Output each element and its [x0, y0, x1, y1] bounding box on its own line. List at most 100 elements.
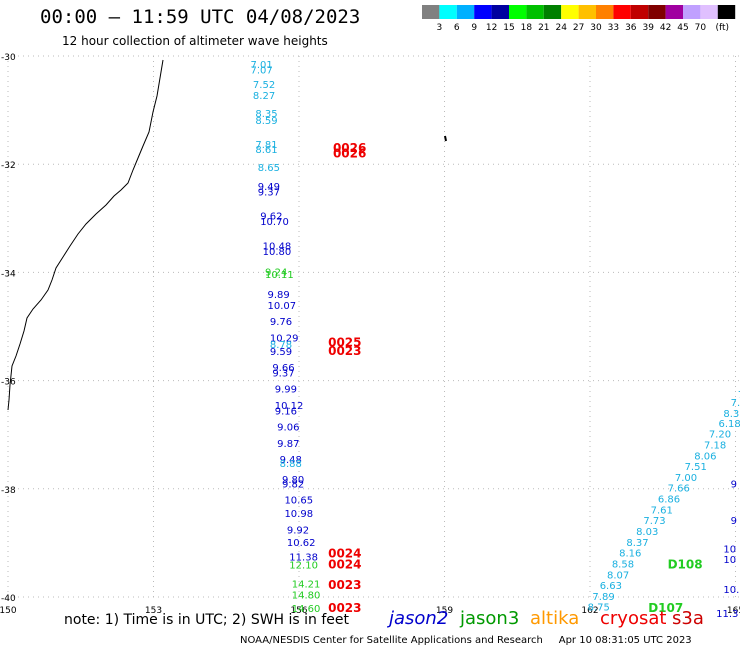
wave-height-label: 6.86 [658, 495, 680, 506]
color-scale-label: 21 [538, 23, 549, 33]
wave-height-label: 9.76 [270, 317, 292, 328]
longitude-label: 150 [0, 606, 17, 616]
color-swatch [717, 5, 736, 19]
wave-height-label: 7.51 [685, 462, 707, 473]
wave-height-label: 7.52 [253, 80, 275, 91]
color-scale-label: 27 [573, 23, 584, 33]
color-swatch [561, 5, 579, 19]
wave-height-label: 7. [738, 390, 740, 401]
wave-height-label: 10.11 [265, 270, 294, 281]
wave-height-label: 8.03 [636, 527, 658, 538]
wave-height-label: 9.80 [282, 475, 304, 486]
color-swatch [526, 5, 544, 19]
wave-height-label: 6.63 [600, 581, 622, 592]
page-subtitle: 12 hour collection of altimeter wave hei… [62, 34, 328, 48]
wave-height-label: 7.20 [709, 430, 731, 441]
color-swatch [543, 5, 562, 19]
latitude-label: -30 [1, 53, 16, 63]
wave-height-label: 8.88 [280, 459, 302, 470]
wave-height-label: 9.62 [260, 212, 282, 223]
wave-height-label: 11.38 [289, 552, 318, 563]
longitude-label: 156 [290, 606, 307, 616]
wave-height-label: 9.37 [258, 187, 280, 198]
longitude-labels: 150 153 156 159 162 165 [0, 606, 740, 616]
wave-height-label: 9 [731, 516, 737, 527]
wave-height-label: 10.65 [284, 496, 313, 507]
wave-height-label: 9.37 [272, 368, 294, 379]
footer-note: note: 1) Time is in UTC; 2) SWH is in fe… [64, 612, 350, 628]
wave-height-label: 8.75 [588, 603, 610, 614]
color-scale-label: 33 [608, 23, 619, 33]
wave-height-label: 8.78 [270, 340, 292, 351]
wave-height-label: 8.06 [694, 451, 716, 462]
wave-height-label: 0026 [333, 141, 366, 155]
latitude-label: -38 [1, 486, 16, 496]
color-scale: 3 6 9 12 15 18 21 24 27 30 33 36 39 42 45 70 (ft) [422, 5, 736, 33]
color-scale-labels: 3 6 9 12 15 18 21 24 27 30 33 36 39 42 45 70 (ft) [437, 23, 729, 33]
wave-height-label: 7.61 [651, 505, 673, 516]
wave-height-label: D107 [648, 601, 683, 615]
color-scale-label: 30 [590, 23, 602, 33]
page-title: 00:00 – 11:59 UTC 04/08/2023 [40, 6, 361, 28]
wave-height-label: 10.80 [263, 247, 292, 258]
color-scale-label: 6 [454, 23, 460, 33]
wave-height-label: 7.18 [704, 440, 726, 451]
wave-height-label: 14.21 [292, 579, 321, 590]
color-swatch [474, 5, 492, 19]
color-swatch [700, 5, 718, 19]
wave-height-label: 7.73 [643, 516, 665, 527]
color-swatch [422, 5, 440, 19]
color-scale-label: 9 [471, 23, 477, 33]
wave-height-label: 6.18 [719, 419, 740, 430]
wave-height-label: 14.60 [292, 604, 321, 615]
wave-height-label: 7.00 [675, 473, 697, 484]
island-marker [444, 135, 447, 142]
wave-height-label: 7.07 [251, 66, 273, 77]
color-swatch [648, 5, 666, 19]
color-swatch [578, 5, 596, 19]
longitude-label: 165 [727, 606, 740, 616]
wave-height-label: 10.70 [260, 217, 289, 228]
wave-height-label: 9.06 [277, 423, 299, 434]
wave-height-label: 14.80 [292, 590, 321, 601]
wave-height-label: 9.59 [270, 347, 292, 358]
legend-altika: altika [530, 608, 580, 629]
wave-height-label: 0026 [333, 146, 366, 160]
wave-height-label: 8.65 [258, 163, 280, 174]
color-scale-label: 42 [660, 23, 671, 33]
latitude-label: -32 [1, 161, 16, 171]
latitude-label: -36 [1, 378, 16, 388]
wave-height-label: 0024 [328, 558, 361, 572]
wave-height-label: 7.66 [668, 484, 690, 495]
latitude-labels: -30 -32 -34 -36 -38 -40 [1, 53, 16, 604]
color-swatch [596, 5, 614, 19]
latitude-label: -34 [1, 269, 16, 279]
legend-s3a: s3a [672, 608, 704, 629]
wave-height-label: 9 [731, 479, 737, 490]
wave-height-label: 9.66 [272, 363, 294, 374]
wave-height-label: 8.16 [619, 549, 641, 560]
wave-height-label: 12.10 [289, 561, 318, 572]
wave-height-label: 0023 [328, 344, 361, 358]
color-swatch [630, 5, 649, 19]
wave-height-label: 7.01 [251, 60, 273, 71]
wave-height-label: 9.16 [275, 406, 297, 417]
color-swatch [456, 5, 475, 19]
wave-height-label: 10.48 [263, 241, 292, 252]
longitude-label: 153 [145, 606, 162, 616]
wave-height-label: 10 [723, 544, 736, 555]
wave-height-label: D108 [668, 558, 703, 572]
wave-height-label: 10.07 [267, 301, 296, 312]
color-scale-label: 12 [486, 23, 497, 33]
wave-height-label: 8.07 [607, 570, 629, 581]
wave-height-label: 9.99 [275, 385, 297, 396]
wave-height-label: 0023 [328, 601, 361, 615]
longitude-label: 162 [581, 606, 598, 616]
color-swatch [613, 5, 631, 19]
legend-cryosat: cryosat [600, 608, 667, 629]
wave-height-label: 8.58 [612, 559, 634, 570]
color-scale-label: 15 [503, 23, 514, 33]
wave-height-label: 7. [731, 398, 740, 409]
color-swatch [439, 5, 457, 19]
